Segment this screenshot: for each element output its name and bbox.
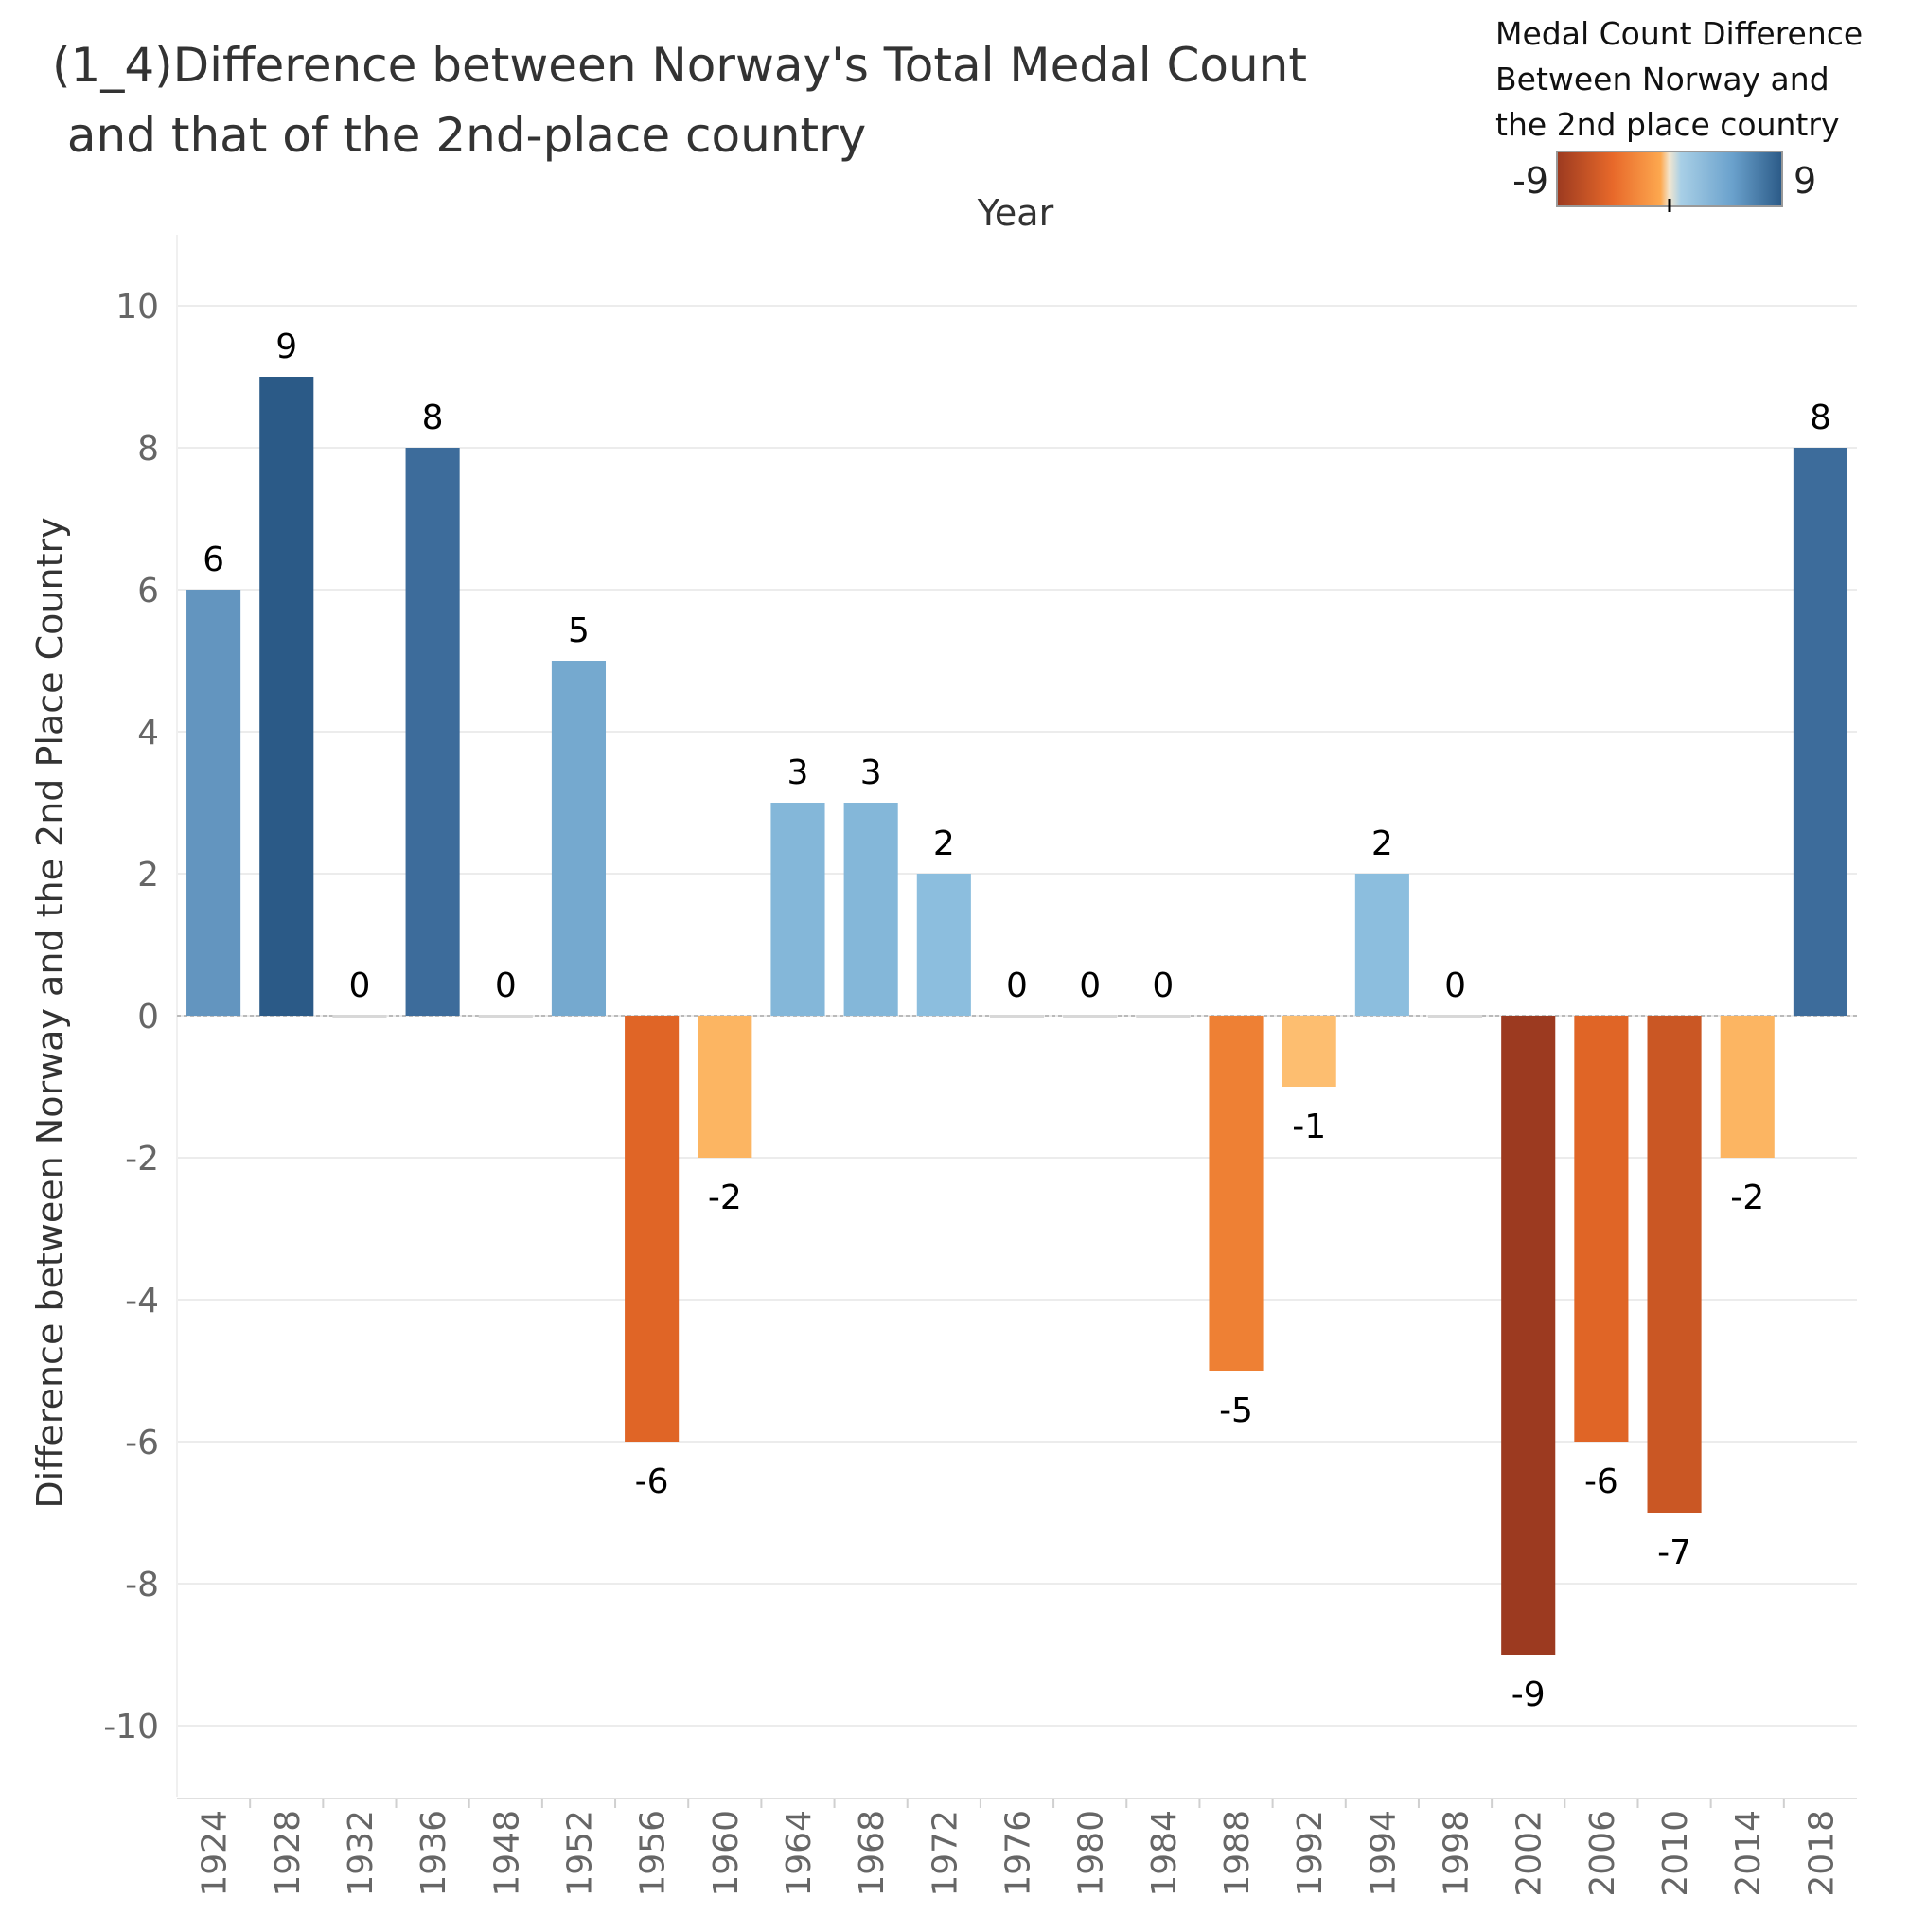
legend-title-line2: Between Norway and xyxy=(1495,61,1829,97)
data-label-1964: 3 xyxy=(787,753,809,792)
x-tick-label: 2002 xyxy=(1511,1810,1549,1897)
y-tick-label: 4 xyxy=(137,714,159,753)
x-tick-label: 1960 xyxy=(707,1810,746,1897)
x-tick-label: 2014 xyxy=(1729,1810,1768,1897)
data-label-2018: 8 xyxy=(1810,399,1831,437)
bar-1932 xyxy=(332,1015,387,1018)
x-tick-label: 1988 xyxy=(1218,1810,1257,1897)
bar-1988 xyxy=(1209,1016,1264,1371)
x-tick-label: 2006 xyxy=(1583,1810,1622,1897)
x-tick-label: 1992 xyxy=(1291,1810,1330,1897)
data-label-1952: 5 xyxy=(568,612,590,650)
x-tick-label: 1972 xyxy=(926,1810,964,1897)
bar-1924 xyxy=(186,590,241,1016)
data-label-1948: 0 xyxy=(495,966,517,1005)
x-tick-label: 1948 xyxy=(487,1810,526,1897)
y-tick-label: -6 xyxy=(125,1424,159,1462)
bar-1968 xyxy=(843,803,898,1016)
x-tick-label: 1968 xyxy=(853,1810,892,1897)
data-label-1932: 0 xyxy=(348,966,370,1005)
bar-1928 xyxy=(259,377,314,1016)
data-label-1994: 2 xyxy=(1371,824,1393,863)
x-tick-label: 1964 xyxy=(780,1810,819,1897)
legend-min-label: -9 xyxy=(1512,160,1548,202)
data-label-2006: -6 xyxy=(1584,1462,1618,1501)
x-tick-label: 1984 xyxy=(1145,1810,1184,1897)
data-label-1936: 8 xyxy=(422,399,444,437)
x-axis-title: Year xyxy=(977,192,1054,234)
x-tick-label: 1936 xyxy=(415,1810,453,1897)
bar-1956 xyxy=(625,1016,680,1442)
y-tick-label: 6 xyxy=(137,572,159,611)
bar-1980 xyxy=(1063,1015,1118,1018)
data-label-2014: -2 xyxy=(1730,1179,1764,1217)
y-axis-ticks: 10 8 6 4 2 0 -2 -4 -6 -8 -10 xyxy=(103,288,159,1746)
data-labels: 6 9 0 8 0 5 -6 -2 3 3 2 0 0 0 -5 -1 2 0 -9 -6 -7 -2 8 xyxy=(203,328,1831,1714)
bar-1984 xyxy=(1136,1015,1191,1018)
y-tick-label: -10 xyxy=(103,1708,159,1746)
data-label-1956: -6 xyxy=(635,1462,669,1501)
bars xyxy=(186,377,1847,1655)
y-tick-label: -2 xyxy=(125,1140,159,1179)
x-tick-label: 1998 xyxy=(1438,1810,1476,1897)
bar-2002 xyxy=(1501,1016,1556,1655)
data-label-1988: -5 xyxy=(1219,1391,1253,1430)
x-tick-label: 1952 xyxy=(560,1810,599,1897)
data-label-1998: 0 xyxy=(1444,966,1466,1005)
x-tick-label: 1976 xyxy=(999,1810,1038,1897)
x-tick-label: 2018 xyxy=(1802,1810,1841,1897)
bar-1952 xyxy=(551,661,607,1016)
y-tick-label: 8 xyxy=(137,430,159,469)
color-legend: Medal Count Difference Between Norway an… xyxy=(1495,15,1863,212)
bar-1936 xyxy=(405,448,460,1016)
y-tick-label: 0 xyxy=(137,998,159,1037)
bar-1976 xyxy=(989,1015,1045,1018)
x-tick-label: 1924 xyxy=(196,1810,235,1897)
legend-max-label: 9 xyxy=(1794,160,1816,202)
data-label-1976: 0 xyxy=(1006,966,1028,1005)
y-tick-label: 2 xyxy=(137,856,159,895)
bar-1992 xyxy=(1282,1016,1336,1087)
y-tick-label: 10 xyxy=(115,288,159,327)
bar-2010 xyxy=(1647,1016,1702,1513)
data-label-1968: 3 xyxy=(860,753,882,792)
data-label-1984: 0 xyxy=(1152,966,1174,1005)
bar-1998 xyxy=(1427,1015,1483,1018)
y-tick-label: -8 xyxy=(125,1566,159,1604)
bar-2014 xyxy=(1720,1016,1775,1158)
x-tick-label: 1980 xyxy=(1072,1810,1111,1897)
bar-2018 xyxy=(1793,448,1847,1016)
chart-title-line1: (1_4)Difference between Norway's Total M… xyxy=(52,38,1307,93)
data-label-1992: -1 xyxy=(1292,1108,1326,1146)
data-label-2010: -7 xyxy=(1657,1533,1691,1572)
x-tick-label: 2010 xyxy=(1656,1810,1695,1897)
bar-1964 xyxy=(770,803,825,1016)
legend-title-line3: the 2nd place country xyxy=(1495,106,1839,143)
bar-1960 xyxy=(698,1016,752,1158)
y-axis-title: Difference between Norway and the 2nd Pl… xyxy=(29,517,71,1508)
y-tick-label: -4 xyxy=(125,1282,159,1320)
bar-2006 xyxy=(1574,1016,1629,1442)
legend-color-ramp xyxy=(1556,151,1783,207)
chart-title-line2: and that of the 2nd-place country xyxy=(52,108,866,163)
data-label-1924: 6 xyxy=(203,541,224,579)
x-tick-label: 1956 xyxy=(634,1810,673,1897)
legend-title-line1: Medal Count Difference xyxy=(1495,15,1863,52)
data-label-2002: -9 xyxy=(1511,1675,1546,1714)
x-axis-ticks: 1924 1928 1932 1936 1948 1952 1956 1960 1964 1968… xyxy=(196,1799,1841,1897)
data-label-1928: 9 xyxy=(275,328,297,366)
data-label-1980: 0 xyxy=(1079,966,1101,1005)
x-tick-label: 1932 xyxy=(342,1810,380,1897)
x-tick-label: 1928 xyxy=(269,1810,308,1897)
x-tick-label: 1994 xyxy=(1364,1810,1403,1897)
bar-1994 xyxy=(1354,874,1409,1016)
data-label-1960: -2 xyxy=(708,1179,742,1217)
bar-1948 xyxy=(478,1015,533,1018)
data-label-1972: 2 xyxy=(933,824,955,863)
bar-1972 xyxy=(916,874,971,1016)
